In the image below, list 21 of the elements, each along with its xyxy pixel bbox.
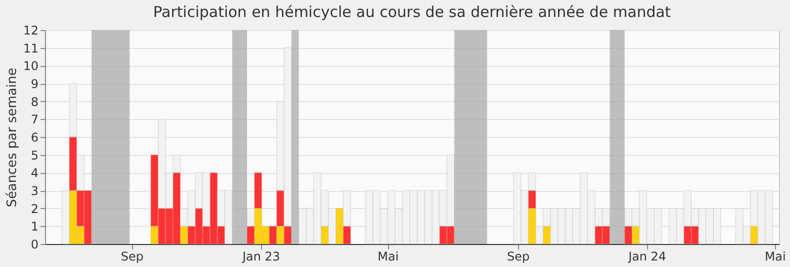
x-tick-label: Sep: [506, 250, 530, 264]
y-tick-label: 0: [30, 238, 38, 252]
y-tick-label: 7: [30, 112, 38, 127]
y-tick-label: 12: [23, 24, 38, 38]
y-tick-label: 4: [30, 166, 38, 180]
x-tick-label: Sep: [120, 250, 144, 264]
x-tick-label: Mai: [378, 250, 399, 264]
y-tick-label: 5: [30, 148, 38, 162]
y-axis-title: Séances par semaine: [5, 68, 20, 208]
y-tick-label: 10: [23, 59, 38, 74]
x-tick-label: Jan 24: [628, 250, 666, 264]
y-tick-label: 9: [30, 77, 38, 91]
y-tick-label: 11: [23, 41, 38, 56]
y-tick-label: 2: [30, 202, 38, 216]
chart-title: Participation en hémicycle au cours de sa dernière année de mandat: [153, 3, 671, 21]
y-tick-label: 6: [30, 130, 38, 144]
y-tick-label: 8: [30, 94, 38, 109]
x-tick-label: Jan 23: [241, 250, 280, 264]
x-tick-label: Mai: [764, 250, 786, 264]
y-tick-label: 1: [30, 220, 38, 234]
y-tick-label: 3: [30, 184, 38, 198]
